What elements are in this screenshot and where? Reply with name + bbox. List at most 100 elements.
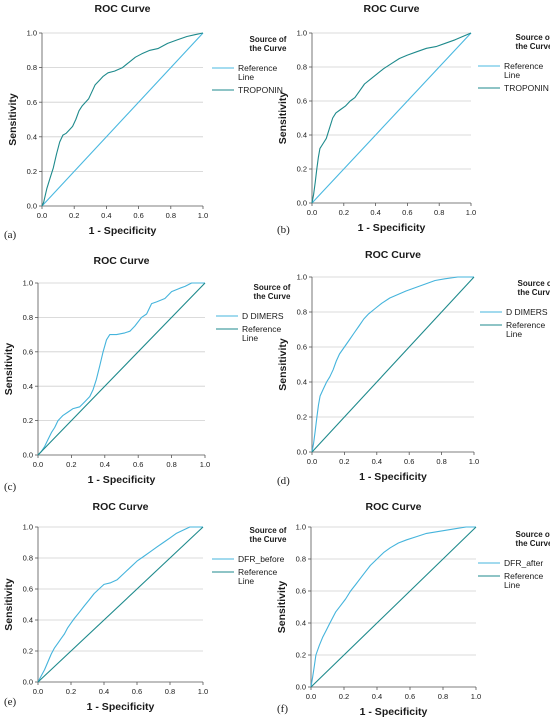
x-tick-label: 0.2: [339, 692, 349, 701]
legend-title: Source of: [516, 530, 550, 539]
x-axis-label: 1 - Specificity: [360, 706, 428, 718]
roc-panel-c: ROC Curve 0.0 0.2 0.4 0.6 0.8 1.0 0.0 0.2 0.4 0.6 0…: [3, 255, 291, 493]
x-tick-label: 0.0: [307, 208, 317, 217]
y-tick-label: 0.2: [296, 651, 306, 660]
y-tick-label: 0.2: [23, 416, 33, 425]
series-line-d-dimers: [37, 282, 205, 456]
y-tick-label: 0.0: [27, 202, 37, 211]
panel-letter: (c): [4, 481, 17, 493]
y-tick-label: 0.0: [297, 448, 307, 457]
legend-title: the Curve: [250, 44, 287, 53]
legend-label: DFR_after: [504, 558, 543, 568]
x-axis-label: 1 - Specificity: [359, 471, 427, 483]
legend-label: TROPONIN: [504, 83, 549, 93]
legend-label: TROPONIN: [238, 85, 283, 95]
legend-label: D DIMERS: [242, 311, 284, 321]
legend-title: the Curve: [250, 535, 287, 544]
y-tick-label: 0.0: [297, 199, 307, 208]
y-axis-label: Sensitivity: [7, 93, 19, 146]
x-tick-label: 0.0: [307, 457, 317, 466]
legend-label: Reference: [238, 567, 277, 577]
y-tick-label: 0.8: [296, 555, 306, 564]
legend-label: Line: [504, 580, 520, 590]
y-axis-label: Sensitivity: [3, 343, 15, 396]
y-tick-label: 0.4: [27, 132, 37, 141]
x-axis-label: 1 - Specificity: [358, 222, 426, 234]
chart-title: ROC Curve: [365, 249, 421, 261]
legend-label: Line: [506, 329, 522, 339]
x-tick-label: 0.6: [132, 687, 142, 696]
y-tick-label: 0.4: [23, 382, 33, 391]
legend-label: Line: [238, 576, 254, 586]
x-axis-label: 1 - Specificity: [89, 225, 157, 237]
x-tick-label: 0.8: [165, 687, 175, 696]
series-line-reference-line: [310, 526, 477, 688]
x-tick-label: 0.4: [372, 457, 382, 466]
roc-panel-a: ROC Curve 0.0 0.2 0.4 0.6 0.8 1.0 0.0 0.2 0.4 0.6 0…: [4, 3, 287, 241]
x-tick-label: 0.8: [438, 692, 448, 701]
x-tick-label: 0.8: [434, 208, 444, 217]
y-tick-label: 1.0: [297, 29, 307, 38]
roc-panel-d: ROC Curve 0.0 0.2 0.4 0.6 0.8 1.0 0.0 0.2 0.4 0.6 0…: [277, 249, 550, 487]
series-line-reference-line: [311, 276, 475, 453]
y-tick-label: 0.4: [297, 378, 307, 387]
y-tick-label: 0.6: [297, 97, 307, 106]
x-tick-label: 0.0: [33, 687, 43, 696]
y-tick-label: 0.6: [23, 585, 33, 594]
y-tick-label: 1.0: [23, 523, 33, 532]
y-tick-label: 0.8: [23, 313, 33, 322]
legend-label: D DIMERS: [506, 307, 548, 317]
y-tick-label: 0.6: [296, 587, 306, 596]
x-tick-label: 1.0: [471, 692, 481, 701]
legend-title: the Curve: [254, 292, 291, 301]
legend-label: Reference: [506, 320, 545, 330]
y-tick-label: 1.0: [27, 29, 37, 38]
y-axis-label: Sensitivity: [3, 578, 15, 631]
chart-title: ROC Curve: [365, 501, 421, 513]
legend-label: Line: [242, 333, 258, 343]
x-tick-label: 0.6: [402, 208, 412, 217]
y-tick-label: 0.4: [296, 619, 306, 628]
y-axis-label: Sensitivity: [276, 581, 288, 634]
y-tick-label: 0.6: [27, 98, 37, 107]
series-line-troponin: [311, 32, 472, 204]
y-tick-label: 1.0: [296, 523, 306, 532]
x-tick-label: 0.4: [99, 687, 109, 696]
legend-label: DFR_before: [238, 554, 285, 564]
legend-label: Line: [504, 70, 520, 80]
x-tick-label: 0.2: [66, 460, 76, 469]
x-tick-label: 1.0: [198, 211, 208, 220]
panel-letter: (f): [277, 703, 288, 715]
legend-title: Source of: [254, 283, 291, 292]
x-tick-label: 1.0: [200, 460, 210, 469]
legend-title: the Curve: [518, 288, 550, 297]
x-tick-label: 1.0: [198, 687, 208, 696]
y-tick-label: 0.6: [297, 343, 307, 352]
roc-panel-b: ROC Curve 0.0 0.2 0.4 0.6 0.8 1.0 0.0 0.2 0.4 0.6 0…: [277, 3, 550, 236]
x-tick-label: 0.8: [166, 211, 176, 220]
legend-title: Source of: [250, 526, 287, 535]
y-tick-label: 0.4: [297, 131, 307, 140]
legend-title: the Curve: [516, 42, 550, 51]
y-tick-label: 1.0: [297, 273, 307, 282]
y-tick-label: 0.2: [297, 165, 307, 174]
x-tick-label: 0.4: [100, 460, 110, 469]
y-tick-label: 1.0: [23, 279, 33, 288]
y-tick-label: 0.8: [297, 63, 307, 72]
y-tick-label: 0.2: [23, 647, 33, 656]
panel-letter: (d): [277, 475, 290, 487]
x-axis-label: 1 - Specificity: [88, 474, 156, 486]
x-tick-label: 1.0: [466, 208, 476, 217]
roc-panel-f: ROC Curve 0.0 0.2 0.4 0.6 0.8 1.0 0.0 0.2 0.4 0.6 0…: [276, 501, 550, 718]
y-axis-label: Sensitivity: [277, 92, 289, 145]
x-tick-label: 0.4: [370, 208, 380, 217]
series-line-dfr-before: [37, 526, 203, 683]
x-tick-label: 0.8: [166, 460, 176, 469]
legend-label: Reference: [504, 571, 543, 581]
x-tick-label: 0.6: [405, 692, 415, 701]
series-line-dfr-after: [310, 526, 476, 688]
legend-title: the Curve: [516, 539, 550, 548]
panel-letter: (e): [4, 696, 17, 708]
roc-panel-e: ROC Curve 0.0 0.2 0.4 0.6 0.8 1.0 0.0 0.2 0.4 0.6 0…: [3, 501, 287, 713]
